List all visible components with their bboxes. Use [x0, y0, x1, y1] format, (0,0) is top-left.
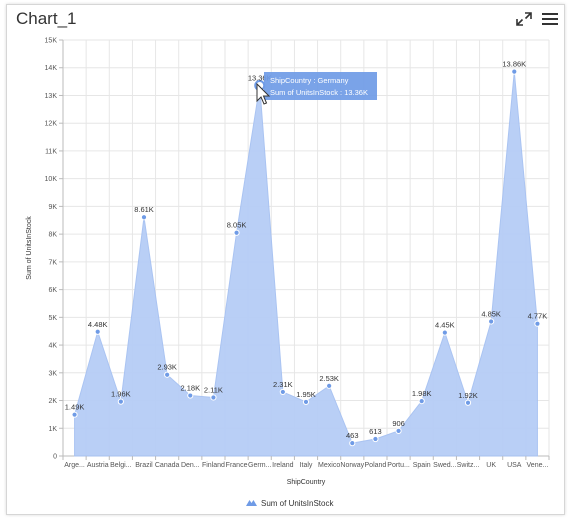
data-label: 1.96K [111, 390, 131, 399]
x-tick-label: Vene... [527, 462, 549, 469]
x-tick-label: Belgi... [110, 462, 131, 469]
y-tick-label: 14K [45, 65, 58, 72]
tooltip-box [264, 72, 377, 100]
data-point[interactable] [233, 229, 240, 236]
x-tick-label: France [226, 462, 248, 469]
tooltip-line-1: ShipCountry : Germany [270, 76, 349, 85]
x-tick-label: Arge... [64, 462, 85, 469]
tooltip: ShipCountry : Germany Sum of UnitsInStoc… [264, 72, 377, 100]
y-tick-label: 9K [48, 204, 57, 211]
chart-title: Chart_1 [16, 9, 77, 28]
y-tick-label: 4K [48, 343, 57, 350]
x-tick-label: Switz... [457, 462, 480, 469]
data-label: 4.85K [481, 309, 501, 318]
data-point[interactable] [117, 398, 124, 405]
data-point[interactable] [534, 320, 541, 327]
data-point[interactable] [511, 68, 518, 75]
x-tick-label: Italy [300, 462, 313, 469]
x-tick-label: Spain [413, 462, 431, 469]
data-point[interactable] [395, 427, 402, 434]
x-tick-label: Finland [202, 462, 225, 469]
data-point[interactable] [302, 398, 310, 406]
data-label: 1.98K [412, 389, 432, 398]
data-point[interactable] [71, 411, 78, 418]
data-label: 2.18K [180, 384, 200, 393]
y-tick-label: 5K [48, 315, 57, 322]
y-tick-label: 1K [48, 426, 57, 433]
x-tick-label: Den... [181, 462, 200, 469]
data-label: 13.86K [502, 60, 526, 69]
data-label: 4.48K [88, 320, 108, 329]
data-label: 2.53K [319, 374, 339, 383]
legend[interactable]: Sum of UnitsInStock [246, 499, 334, 508]
y-tick-label: 8K [48, 232, 57, 239]
data-point[interactable] [187, 392, 194, 399]
y-tick-label: 11K [45, 148, 57, 155]
data-point[interactable] [488, 318, 495, 325]
data-point[interactable] [210, 394, 217, 401]
y-tick-label: 10K [45, 176, 58, 183]
x-tick-label: Ireland [272, 462, 294, 469]
area-fill[interactable] [74, 71, 538, 457]
data-point[interactable] [279, 388, 286, 396]
data-point[interactable] [94, 328, 101, 335]
data-point[interactable] [418, 397, 425, 405]
data-label: 906 [392, 419, 405, 428]
data-label: 1.92K [458, 391, 478, 400]
x-tick-label: Portu... [387, 462, 410, 469]
x-tick-label: Swed... [433, 462, 456, 469]
data-label: 4.45K [435, 321, 455, 330]
y-tick-label: 3K [48, 370, 57, 377]
legend-label: Sum of UnitsInStock [261, 499, 334, 508]
y-tick-label: 6K [48, 287, 57, 294]
data-label: 8.05K [227, 221, 247, 230]
data-point[interactable] [464, 399, 472, 406]
y-tick-label: 13K [45, 93, 58, 100]
y-tick-label: 2K [48, 398, 57, 405]
data-point[interactable] [140, 214, 148, 221]
y-tick-label: 7K [48, 259, 57, 266]
x-tick-label: Austria [87, 462, 109, 469]
x-tick-label: Norway [340, 462, 364, 469]
data-label: 2.11K [204, 385, 223, 394]
chart-toolbar [516, 12, 558, 26]
y-axis-ticks: 0 1K 2K 3K 4K 5K 6K 7K 8K 9K 10K 11K 12K 13K 14K 15K [45, 38, 63, 461]
data-point[interactable] [441, 329, 448, 336]
data-markers [71, 68, 541, 447]
y-tick-label: 15K [45, 38, 58, 45]
x-tick-label: UK [486, 462, 496, 469]
data-label: 463 [346, 431, 359, 440]
data-point[interactable] [349, 440, 356, 447]
data-point[interactable] [372, 435, 379, 443]
data-label: 8.61K [134, 205, 154, 214]
x-axis-title: ShipCountry [287, 479, 326, 486]
hamburger-menu-icon[interactable] [542, 12, 558, 26]
data-point[interactable] [164, 371, 171, 378]
tooltip-line-2: Sum of UnitsInStock : 13.36K [270, 88, 368, 97]
area-series [74, 71, 538, 457]
x-tick-label: Germ... [248, 462, 271, 469]
x-tick-label: Brazil [135, 462, 153, 469]
data-label: 613 [369, 427, 382, 436]
x-tick-label: Mexico [318, 462, 340, 469]
data-label: 13.36K [248, 73, 272, 82]
data-point[interactable] [326, 382, 333, 389]
y-tick-label: 0 [53, 454, 57, 461]
x-axis-ticks: Arge... Austria Belgi... Brazil Canada Den...… [62, 456, 550, 469]
data-label: 1.49K [65, 403, 85, 412]
data-labels: 1.49K 4.48K 1.96K 8.61K 2.93K 2.18K 2.11K 8.05K… [65, 60, 547, 441]
data-label: 1.95K [296, 390, 316, 399]
data-label: 2.93K [157, 363, 177, 372]
x-tick-label: Canada [155, 462, 180, 469]
y-tick-label: 12K [45, 121, 58, 128]
mouse-cursor-icon [256, 82, 271, 105]
y-axis-title: Sum of UnitsInStock [26, 216, 33, 280]
legend-area-icon [246, 500, 257, 506]
data-label: 4.77K [528, 312, 548, 321]
x-tick-label: USA [507, 462, 522, 469]
expand-icon[interactable] [516, 12, 532, 26]
data-label: 2.31K [273, 380, 293, 389]
x-tick-label: Poland [365, 462, 387, 469]
